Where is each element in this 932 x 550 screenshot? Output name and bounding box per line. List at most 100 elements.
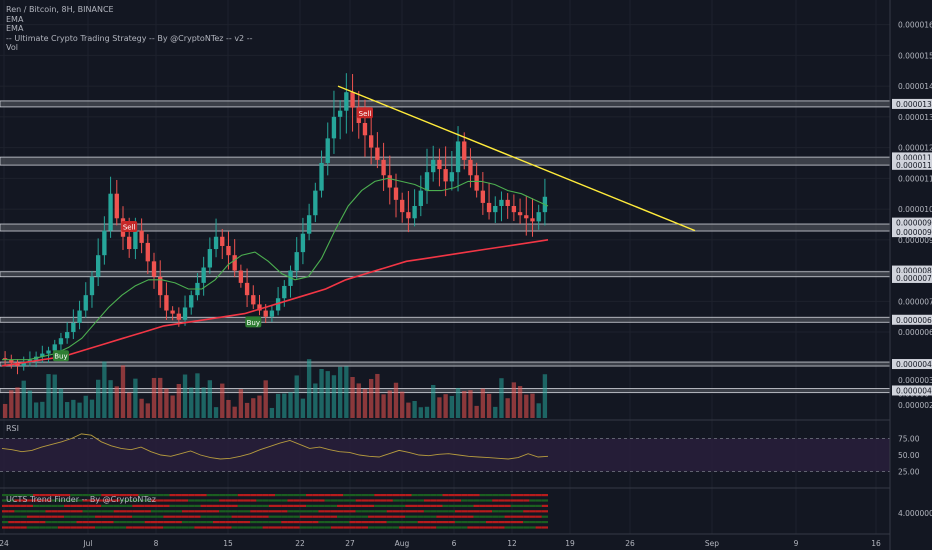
trend-stripe — [287, 494, 294, 497]
trend-stripe — [454, 521, 462, 524]
trend-stripe — [498, 499, 505, 502]
trend-stripe — [237, 526, 244, 529]
candle-body — [480, 190, 486, 203]
rsi-band — [0, 438, 890, 472]
trend-stripe — [467, 515, 474, 518]
trend-stripe — [361, 504, 369, 507]
volume-bar — [176, 383, 182, 418]
trend-stripe — [485, 494, 493, 497]
candle-body — [437, 159, 442, 170]
trend-stripe — [45, 494, 52, 497]
trend-stripe — [163, 499, 170, 502]
trend-stripe — [454, 515, 462, 518]
ema-legend-2[interactable]: EMA — [6, 24, 24, 33]
signal-labels: Buy Sell Buy Sell — [52, 107, 373, 362]
trend-stripe — [492, 504, 499, 507]
trend-stripe — [51, 499, 58, 502]
trend-stripe — [82, 521, 89, 524]
trend-stripe — [101, 515, 108, 518]
volume-bar — [381, 394, 386, 418]
trend-stripe — [181, 526, 189, 529]
trend-stripe — [386, 510, 393, 513]
trend-stripe — [8, 526, 15, 529]
candle-body — [362, 122, 368, 136]
time-tick-label: Aug — [395, 539, 410, 548]
trend-stripe — [312, 494, 319, 497]
trend-stripe — [442, 504, 449, 507]
trend-stripe — [299, 510, 307, 513]
ema-legend-1[interactable]: EMA — [6, 14, 24, 24]
trend-stripe — [157, 499, 164, 502]
trend-stripe — [405, 526, 412, 529]
candlestick-series[interactable] — [2, 73, 548, 375]
rsi-title[interactable]: RSI — [6, 424, 19, 433]
trend-finder-title[interactable]: UCTS Trend Finder -- By @CryptoNTez — [6, 495, 156, 504]
volume-legend[interactable]: Vol — [6, 43, 18, 52]
trend-stripe — [492, 515, 499, 518]
volume-bar — [145, 403, 150, 418]
time-axis[interactable]: 24 Jul 8 15 22 27 Aug 6 12 19 26 Sep 9 16 — [0, 539, 881, 548]
trend-stripe — [144, 494, 151, 497]
trend-stripe — [337, 504, 344, 507]
price-axis[interactable]: 0.00001600 0.00001500 0.00001400 0.00001300… — [892, 21, 932, 410]
volume-bar — [474, 405, 479, 418]
trend-stripe — [206, 521, 213, 524]
trend-stripe — [188, 510, 195, 513]
trend-stripe — [206, 526, 213, 529]
trend-stripe — [150, 504, 158, 507]
volume-bar — [499, 378, 504, 418]
trend-stripe — [132, 521, 139, 524]
candle-body — [83, 295, 88, 311]
volume-bar — [77, 402, 82, 418]
trend-stripe — [510, 526, 517, 529]
trend-stripe — [119, 510, 127, 513]
trend-stripe — [26, 499, 34, 502]
trend-stripe — [318, 521, 325, 524]
trend-stripe — [275, 499, 282, 502]
candle-body — [151, 261, 157, 277]
strategy-legend[interactable]: -- Ultimate Crypto Trading Strategy -- B… — [6, 33, 253, 43]
trend-stripe — [14, 504, 21, 507]
volume-bar — [418, 407, 423, 418]
trend-stripe — [306, 510, 313, 513]
sr-band — [0, 316, 891, 323]
trend-stripe — [510, 499, 517, 502]
trend-stripe — [262, 526, 269, 529]
candle-body — [344, 92, 349, 111]
volume-bar — [480, 388, 486, 418]
trend-finder-pane[interactable]: 4.00000000 — [2, 494, 932, 529]
trend-stripe — [392, 499, 400, 502]
trend-stripe — [107, 510, 114, 513]
trend-stripe — [306, 515, 313, 518]
trend-stripe — [163, 515, 170, 518]
trend-stripe — [107, 515, 114, 518]
rsi-pane[interactable]: 75.00 50.00 25.00 — [0, 433, 920, 477]
trend-stripe — [231, 494, 238, 497]
trend-stripe — [57, 526, 65, 529]
trend-stripe — [454, 499, 462, 502]
volume-bar — [182, 374, 188, 418]
trend-stripe — [2, 504, 9, 507]
trend-stripe — [541, 521, 548, 524]
symbol-title[interactable]: Ren / Bitcoin, 8H, BINANCE — [6, 5, 114, 14]
trend-stripe — [510, 515, 517, 518]
volume-bar — [319, 368, 324, 418]
trend-stripe — [157, 494, 164, 497]
trend-stripe — [392, 504, 400, 507]
trend-stripe — [411, 494, 418, 497]
volume-bar — [207, 380, 213, 418]
trendline[interactable] — [337, 85, 696, 232]
trend-stripe — [541, 526, 548, 529]
trend-stripe — [467, 494, 474, 497]
trend-stripe — [268, 499, 275, 502]
trend-stripe — [144, 526, 151, 529]
trend-stripe — [485, 499, 493, 502]
trend-stripe — [330, 504, 338, 507]
trend-stripe — [212, 499, 220, 502]
volume-bar — [133, 378, 138, 418]
candle-body — [226, 245, 231, 256]
trend-stripe — [299, 515, 307, 518]
volume-bar — [350, 376, 355, 418]
trend-stripe — [516, 521, 524, 524]
